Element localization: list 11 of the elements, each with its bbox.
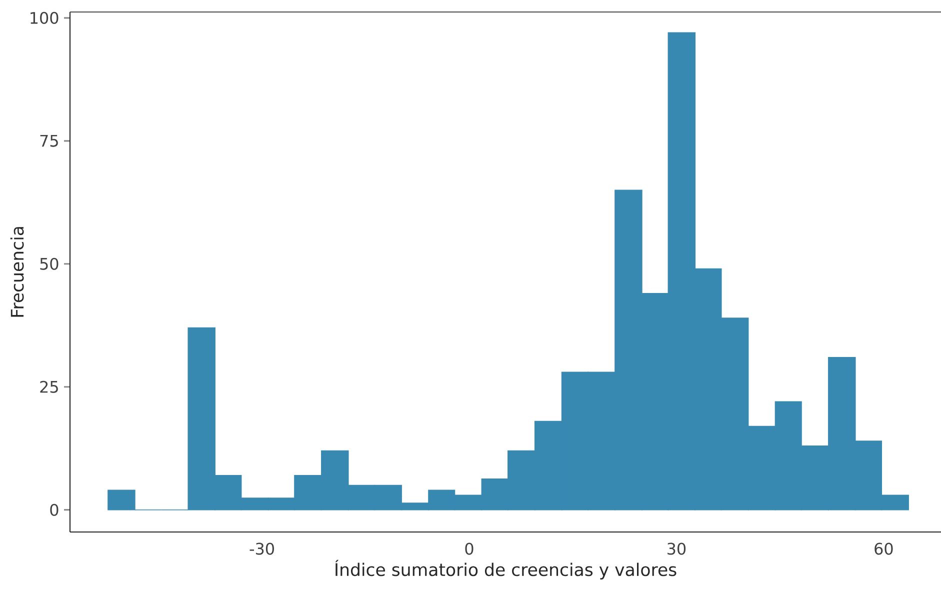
y-axis-title: Frecuencia bbox=[10, 227, 24, 317]
y-tick-label: 50 bbox=[40, 258, 58, 270]
x-tick-label: -30 bbox=[250, 542, 274, 555]
x-tick-label: 0 bbox=[465, 542, 474, 555]
x-tick-label: 60 bbox=[874, 542, 893, 555]
y-tick-label: 100 bbox=[30, 12, 58, 24]
y-tick-label: 0 bbox=[50, 504, 58, 516]
x-tick-label: 30 bbox=[668, 542, 686, 555]
y-tick-label: 25 bbox=[40, 380, 58, 393]
x-axis-title: Índice sumatorio de creencias y valores bbox=[335, 560, 676, 580]
y-tick-label: 75 bbox=[40, 134, 58, 147]
